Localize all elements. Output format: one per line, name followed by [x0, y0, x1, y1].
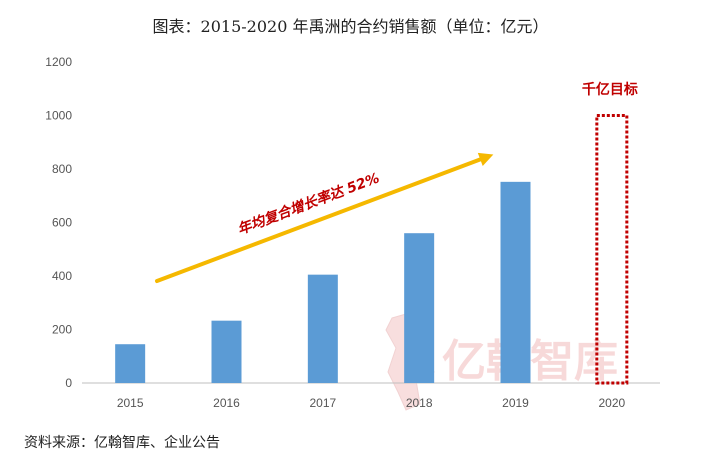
x-tick-label: 2019	[502, 396, 529, 410]
y-tick-label: 400	[52, 269, 72, 283]
y-tick-label: 200	[52, 323, 72, 337]
y-tick-label: 1200	[45, 55, 72, 69]
source-note: 资料来源：亿翰智库、企业公告	[24, 435, 220, 451]
target-label: 千亿目标	[582, 81, 638, 98]
x-tick-label: 2017	[309, 396, 336, 410]
bar	[115, 344, 146, 383]
y-tick-label: 600	[52, 216, 72, 230]
bar	[307, 274, 338, 383]
x-tick-label: 2018	[406, 396, 433, 410]
chart-title: 图表：2015-2020 年禹洲的合约销售额（单位：亿元）	[152, 17, 549, 36]
x-tick-label: 2020	[598, 396, 625, 410]
bars-layer	[115, 181, 531, 383]
bar	[211, 320, 242, 383]
y-tick-label: 1000	[45, 109, 72, 123]
growth-arrow-shaft	[155, 156, 486, 283]
bar	[404, 233, 435, 383]
growth-arrow-head	[477, 152, 494, 166]
bar	[500, 181, 531, 383]
axis-layer: 0 200 400 600 800 1000 1200 2015 2016 2017 2018 201…	[45, 55, 660, 410]
y-tick-label: 800	[52, 162, 72, 176]
x-tick-label: 2015	[117, 396, 144, 410]
target-box	[595, 114, 629, 385]
x-tick-label: 2016	[213, 396, 240, 410]
y-tick-label: 0	[65, 376, 72, 390]
